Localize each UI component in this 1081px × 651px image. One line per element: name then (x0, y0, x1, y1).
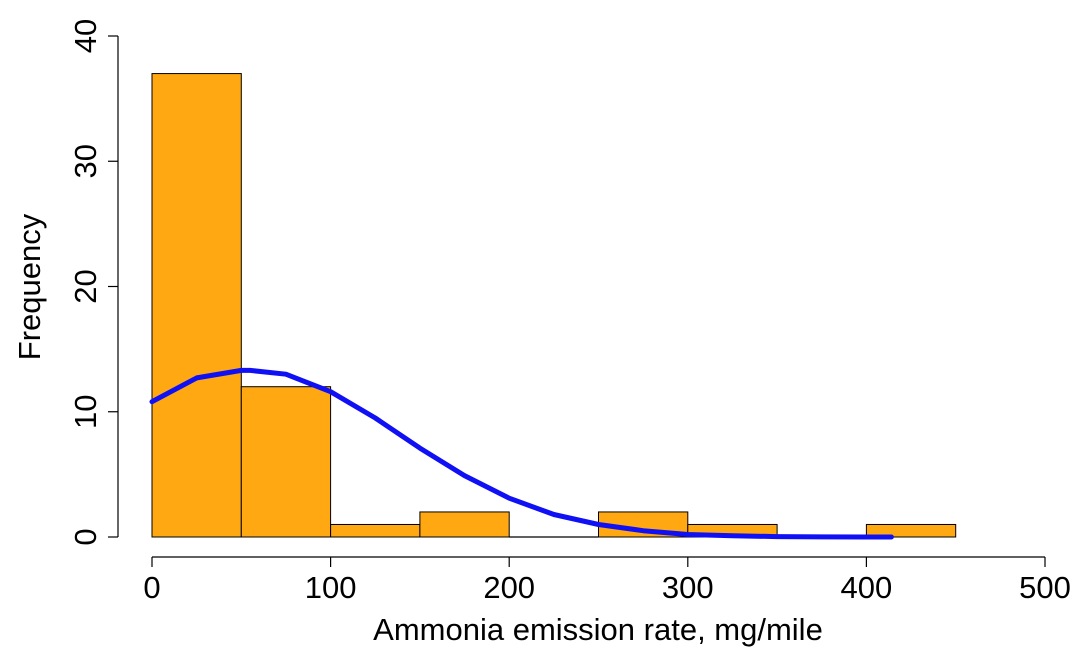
y-tick-label: 0 (68, 528, 103, 545)
x-tick-label: 200 (483, 570, 535, 605)
histogram-bar (330, 523, 421, 538)
y-tick-label: 30 (68, 144, 103, 178)
y-axis-title: Frequency (12, 213, 47, 360)
histogram-bar (240, 386, 332, 538)
histogram-bar (151, 73, 242, 538)
histogram-bar (865, 523, 957, 538)
x-axis-title: Ammonia emission rate, mg/mile (373, 612, 823, 647)
x-tick-label: 0 (143, 570, 160, 605)
x-tick-label: 500 (1019, 570, 1071, 605)
x-axis: 0 100 200 300 400 500 (143, 556, 1071, 605)
fitted-density-curve (149, 367, 894, 540)
histogram-bar (419, 511, 510, 538)
y-axis: 0 10 20 30 40 (68, 19, 119, 546)
y-tick-label: 10 (68, 395, 103, 429)
histogram-bars (151, 73, 957, 538)
y-tick-label: 40 (68, 19, 103, 53)
y-tick-label: 20 (68, 269, 103, 303)
x-tick-label: 300 (662, 570, 714, 605)
x-tick-label: 400 (841, 570, 893, 605)
x-tick-label: 100 (305, 570, 357, 605)
